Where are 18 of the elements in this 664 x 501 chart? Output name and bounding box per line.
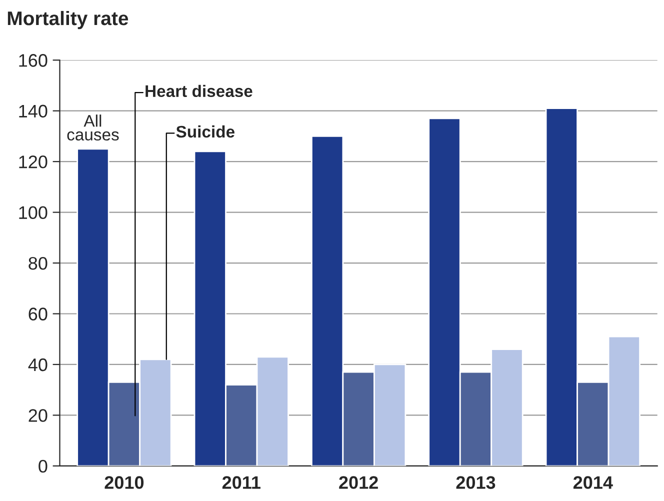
y-tick-label: 80 (28, 256, 48, 270)
y-tick-label: 60 (28, 308, 48, 320)
y-tick-label: 120 (19, 156, 48, 168)
y-tick-label: 160 (19, 54, 48, 67)
x-tick-label: 2013 (456, 476, 496, 489)
y-tick-label: 0 (38, 460, 48, 473)
y-tick-label: 40 (28, 358, 48, 372)
x-tick-label: 2010 (104, 476, 144, 489)
x-tick-label: 2011 (222, 476, 260, 489)
x-tick-label: 2014 (573, 476, 613, 489)
y-tick-label: 140 (19, 104, 48, 118)
series-label: All causes (67, 114, 119, 141)
text: Suicide (176, 125, 234, 138)
y-axis-title: Mortality rate (8, 10, 128, 30)
x-tick-label: 2012 (339, 476, 378, 489)
y-tick-label: 100 (19, 206, 48, 220)
y-tick-label: 20 (28, 409, 48, 422)
text: Heart disease (146, 84, 252, 98)
